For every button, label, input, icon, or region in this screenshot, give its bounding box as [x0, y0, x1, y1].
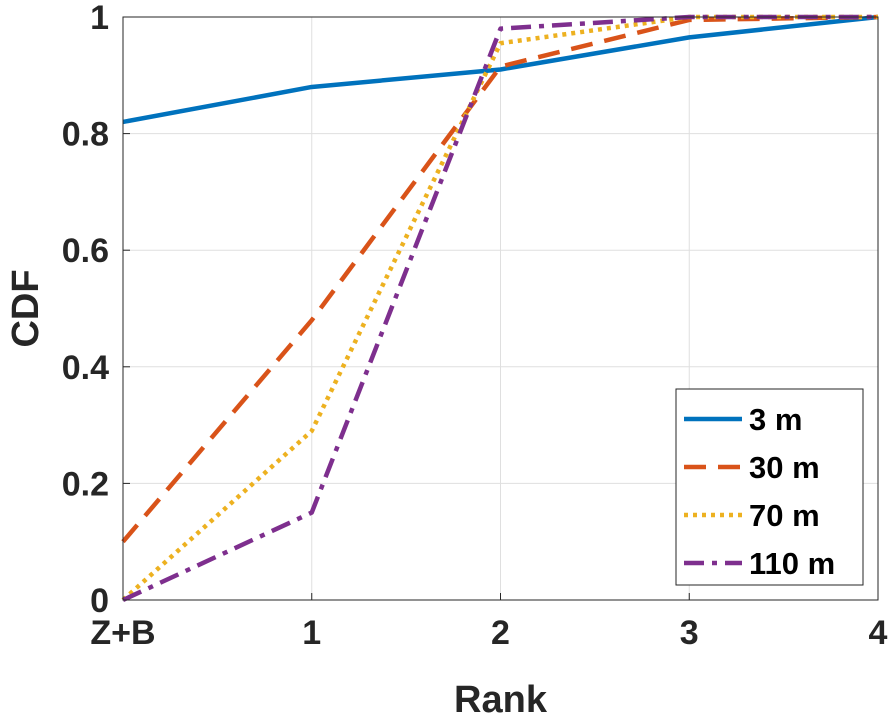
x-axis-label: Rank	[454, 679, 548, 721]
y-tick-label: 1	[90, 0, 109, 37]
legend-label: 70 m	[749, 498, 820, 533]
series-line-3-m	[122, 14, 879, 125]
x-tick-label: 3	[680, 614, 699, 652]
legend-label: 30 m	[749, 450, 820, 485]
y-tick-label: 0.6	[62, 232, 109, 270]
y-tick-label: 0.2	[62, 465, 109, 503]
y-tick-label: 0.4	[62, 349, 109, 387]
series-line-110-m	[122, 14, 878, 603]
x-tick-label: Z+B	[90, 614, 155, 652]
y-tick-label: 0.8	[62, 116, 109, 154]
x-tick-label: 2	[491, 614, 510, 652]
x-tick-label: 4	[869, 614, 888, 652]
axis-ticks: Z+B 1 2 3 4 0 0.2 0.4 0.6 0.8 1	[62, 0, 888, 652]
y-tick-label: 0	[90, 582, 109, 620]
legend-label: 110 m	[749, 546, 835, 581]
legend: 3 m 30 m 70 m 110 m	[675, 388, 864, 586]
legend-box	[675, 388, 864, 586]
legend-label: 3 m	[749, 402, 802, 437]
x-tick-label: 1	[302, 614, 321, 652]
y-axis-label: CDF	[5, 269, 47, 347]
